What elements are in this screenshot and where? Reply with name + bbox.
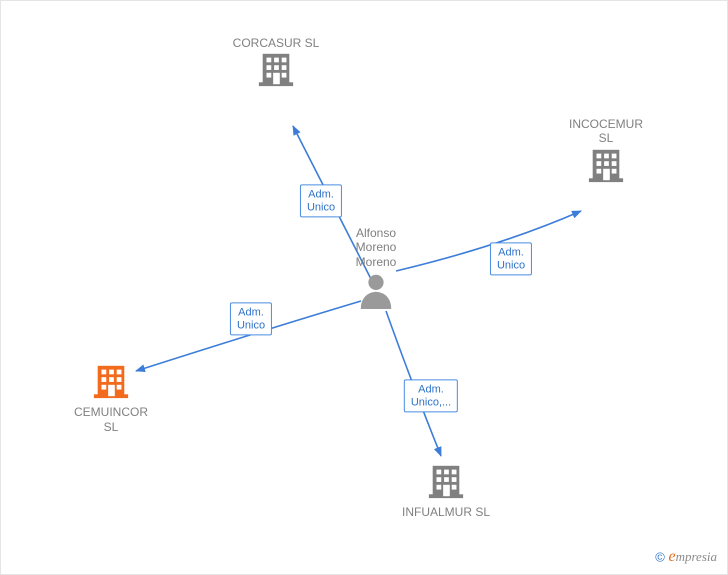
building-icon xyxy=(61,362,161,403)
node-label: CEMUINCORSL xyxy=(61,405,161,434)
node-label: INFUALMUR SL xyxy=(396,505,496,519)
company-node-corcasur: CORCASUR SL xyxy=(226,34,326,92)
person-icon xyxy=(326,271,426,312)
edge-label-infualmur: Adm. Unico,... xyxy=(404,379,458,412)
edge-label-corcasur: Adm. Unico xyxy=(300,184,342,217)
building-icon xyxy=(226,50,326,91)
edge-label-cemuincor: Adm. Unico xyxy=(230,302,272,335)
node-label: AlfonsoMorenoMoreno xyxy=(326,226,426,269)
building-icon xyxy=(396,462,496,503)
brand-name: empresia xyxy=(668,549,717,564)
person-node: AlfonsoMorenoMoreno xyxy=(326,226,426,313)
company-node-incocemur: INCOCEMURSL xyxy=(556,115,656,187)
building-icon xyxy=(556,146,656,187)
copyright-symbol: © xyxy=(655,550,665,565)
company-node-cemuincor: CEMUINCORSL xyxy=(61,362,161,434)
diagram-canvas: AlfonsoMorenoMoreno CORCASUR SL INCOCEMU… xyxy=(0,0,728,575)
company-node-infualmur: INFUALMUR SL xyxy=(396,462,496,520)
edge-label-incocemur: Adm. Unico xyxy=(490,242,532,275)
node-label: CORCASUR SL xyxy=(226,36,326,50)
node-label: INCOCEMURSL xyxy=(556,117,656,146)
watermark: © empresia xyxy=(655,548,717,566)
